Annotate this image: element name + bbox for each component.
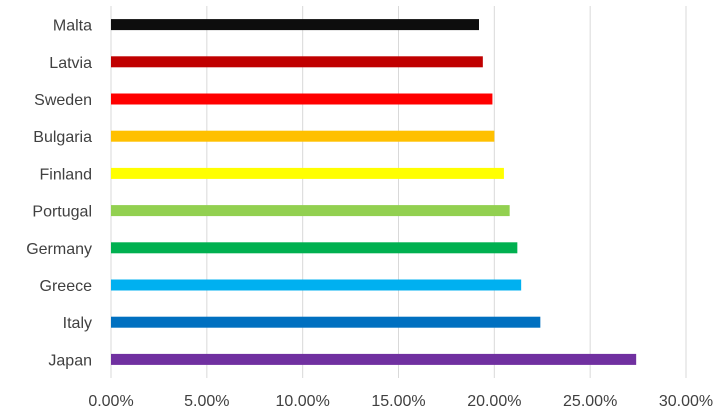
bar-japan	[111, 353, 637, 365]
category-label: Latvia	[49, 55, 92, 72]
bar-portugal	[111, 205, 510, 217]
bar-finland	[111, 167, 504, 179]
x-tick-label: 30.00%	[659, 393, 713, 410]
x-tick-label: 25.00%	[563, 393, 617, 410]
bar-latvia	[111, 56, 483, 68]
category-label: Portugal	[32, 204, 92, 221]
x-tick-label: 0.00%	[88, 393, 133, 410]
x-tick-label: 10.00%	[276, 393, 330, 410]
bar-italy	[111, 316, 541, 328]
x-tick-labels: 0.00% 5.00% 10.00% 15.00% 20.00% 25.00% 30.00%	[88, 393, 713, 410]
bar-germany	[111, 242, 518, 254]
bar-bulgaria	[111, 130, 495, 142]
category-label: Malta	[53, 18, 92, 35]
category-label: Bulgaria	[33, 129, 92, 146]
category-labels: Malta Latvia Sweden Bulgaria Finland Portugal…	[26, 18, 92, 370]
x-tick-label: 15.00%	[371, 393, 425, 410]
gridlines	[110, 6, 687, 378]
category-label: Italy	[63, 315, 92, 332]
x-tick-label: 20.00%	[467, 393, 521, 410]
bar-malta	[111, 19, 479, 31]
category-label: Greece	[40, 278, 93, 295]
category-label: Finland	[40, 166, 92, 183]
x-tick-label: 5.00%	[184, 393, 229, 410]
bar-sweden	[111, 93, 493, 105]
category-label: Sweden	[34, 92, 92, 109]
bar-greece	[111, 279, 522, 291]
category-label: Germany	[26, 241, 92, 258]
bars	[111, 19, 637, 365]
category-label: Japan	[48, 352, 92, 369]
